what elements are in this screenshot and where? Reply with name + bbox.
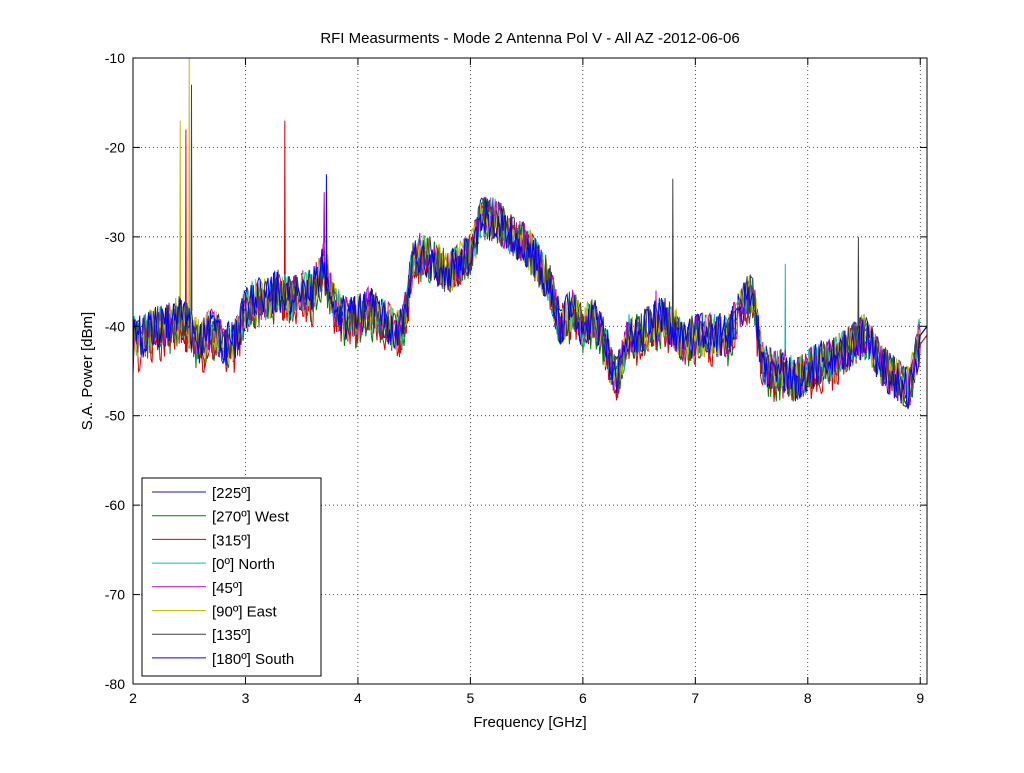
legend-box — [141, 477, 322, 677]
y-tick-label: -40 — [105, 318, 125, 334]
y-tick-label: -10 — [105, 50, 125, 66]
x-tick-label: 7 — [691, 690, 699, 706]
chart-title: RFI Measurments - Mode 2 Antenna Pol V -… — [320, 30, 739, 47]
x-tick-label: 2 — [129, 690, 137, 706]
x-tick-label: 5 — [466, 690, 474, 706]
y-tick-label: -30 — [105, 229, 125, 245]
x-tick-label: 4 — [354, 690, 362, 706]
x-tick-label: 9 — [916, 690, 924, 706]
traces — [133, 58, 927, 410]
legend-label: [45º] — [212, 580, 243, 597]
x-tick-label: 8 — [804, 690, 812, 706]
x-axis-label: Frequency [GHz] — [473, 714, 586, 731]
y-tick-label: -20 — [105, 139, 125, 155]
y-tick-label: -80 — [105, 676, 125, 692]
x-tick-label: 6 — [579, 690, 587, 706]
legend: [225º] [270º] West [315º] [0º] North [45º] [9… — [141, 477, 322, 677]
series-line-7 — [133, 174, 927, 409]
legend-label: [270º] West — [212, 509, 290, 526]
legend-label: [0º] North — [212, 556, 275, 573]
legend-label: [225º] — [212, 485, 251, 502]
axes-box — [132, 57, 928, 685]
y-tick-label: -70 — [105, 587, 125, 603]
legend-label: [90º] East — [212, 604, 278, 621]
y-axis-label: S.A. Power [dBm] — [79, 312, 96, 430]
y-tick-label: -60 — [105, 497, 125, 513]
y-tick-label: -50 — [105, 408, 125, 424]
x-tick-label: 3 — [242, 690, 250, 706]
legend-label: [135º] — [212, 627, 251, 644]
legend-label: [180º] South — [212, 651, 294, 668]
ticks: 2 3 4 5 6 7 8 9 -10 -20 -30 -40 -50 -60 -70 -80 — [105, 50, 927, 706]
legend-label: [315º] — [212, 532, 251, 549]
